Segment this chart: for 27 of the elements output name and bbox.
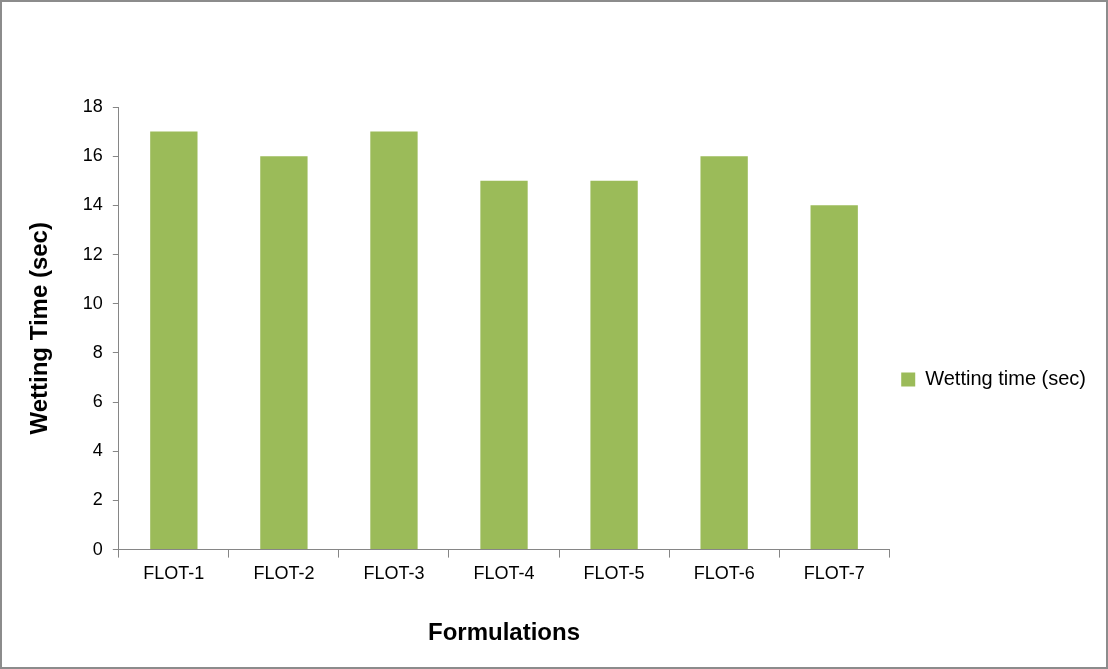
x-tick-label: FLOT-6 [693, 563, 755, 584]
bar [260, 156, 308, 550]
y-axis-title: Wetting Time (sec) [25, 222, 53, 435]
x-tick-label: FLOT-3 [363, 563, 425, 584]
y-tick-label: 2 [92, 489, 103, 510]
x-tick-label: FLOT-2 [253, 563, 315, 584]
bar [480, 180, 528, 550]
y-tick-label: 0 [92, 538, 103, 559]
x-tick-label: FLOT-1 [143, 563, 205, 584]
x-tick-label: FLOT-4 [473, 563, 535, 584]
y-tick-label: 12 [82, 243, 103, 264]
bar [700, 156, 748, 550]
x-axis-title: Formulations [428, 618, 581, 646]
bar [150, 131, 198, 550]
y-tick-label: 8 [92, 341, 103, 362]
x-tick-label: FLOT-5 [583, 563, 645, 584]
y-tick-label: 10 [82, 292, 103, 313]
y-tick-label: 4 [92, 440, 103, 461]
x-tick-label: FLOT-7 [803, 563, 865, 584]
y-tick-label: 14 [82, 194, 103, 215]
y-tick-label: 18 [82, 95, 103, 116]
legend-label: Wetting time (sec) [925, 367, 1086, 390]
bar [590, 180, 638, 550]
bar [810, 205, 858, 550]
bar [370, 131, 418, 550]
y-tick-label: 16 [82, 145, 103, 166]
y-tick-label: 6 [92, 391, 103, 412]
